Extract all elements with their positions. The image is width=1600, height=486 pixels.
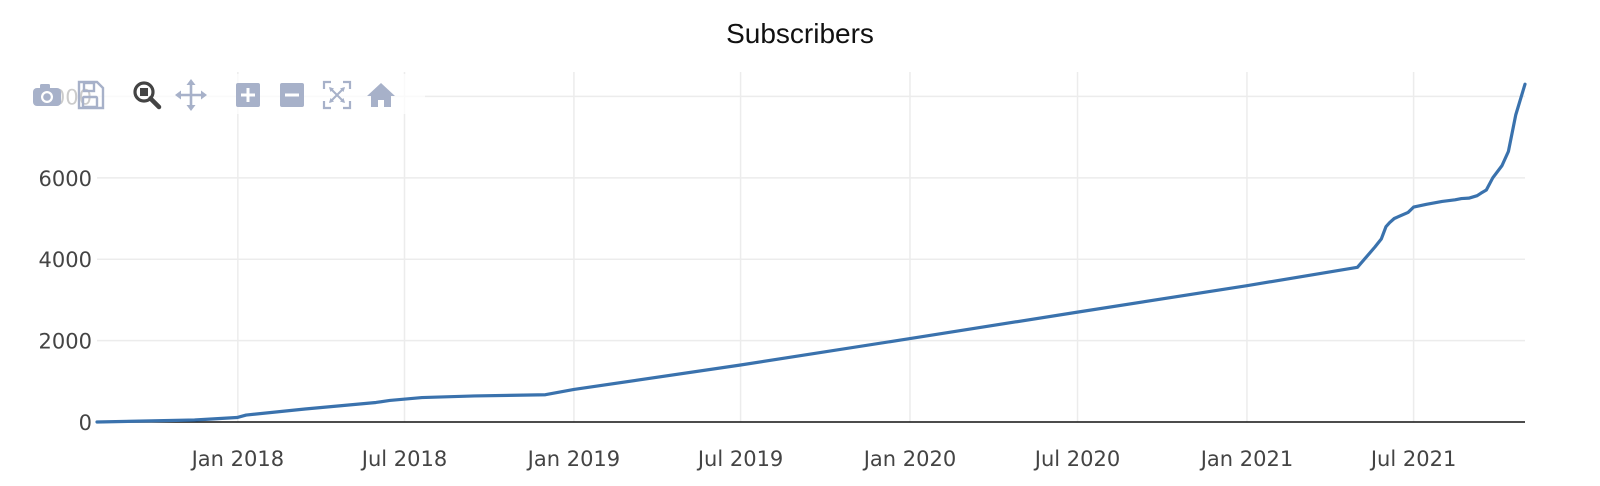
zoom-out-button[interactable] (275, 78, 309, 112)
y-tick-label: 2000 (39, 330, 92, 354)
x-tick-label: Jan 2018 (190, 447, 285, 471)
magnifier-icon (133, 81, 162, 110)
pan-button[interactable] (174, 78, 208, 112)
x-tick-label: Jul 2020 (1033, 447, 1120, 471)
x-tick-label: Jan 2020 (862, 447, 957, 471)
save-plot-button[interactable] (73, 78, 107, 112)
camera-icon (33, 84, 61, 106)
modebar (30, 74, 425, 114)
autoscale-icon (322, 80, 352, 110)
plus-box-icon (236, 83, 260, 107)
y-tick-label: 6000 (39, 167, 92, 191)
zoom-button[interactable] (130, 78, 164, 112)
home-icon (367, 83, 395, 107)
x-tick-label: Jul 2021 (1369, 447, 1456, 471)
x-tick-label: Jul 2018 (360, 447, 447, 471)
floppy-disk-icon (77, 80, 105, 110)
y-tick-label: 0 (79, 411, 92, 435)
x-tick-label: Jan 2021 (1199, 447, 1294, 471)
y-tick-label: 4000 (39, 248, 92, 272)
x-tick-label: Jan 2019 (526, 447, 621, 471)
series-line (95, 82, 1527, 424)
x-tick-label: Jul 2019 (696, 447, 783, 471)
minus-box-icon (280, 83, 304, 107)
autoscale-button[interactable] (320, 78, 354, 112)
zoom-in-button[interactable] (231, 78, 265, 112)
chart-title: Subscribers (726, 18, 874, 49)
reset-axes-button[interactable] (364, 78, 398, 112)
camera-button[interactable] (30, 78, 64, 112)
move-arrows-icon (175, 79, 207, 111)
